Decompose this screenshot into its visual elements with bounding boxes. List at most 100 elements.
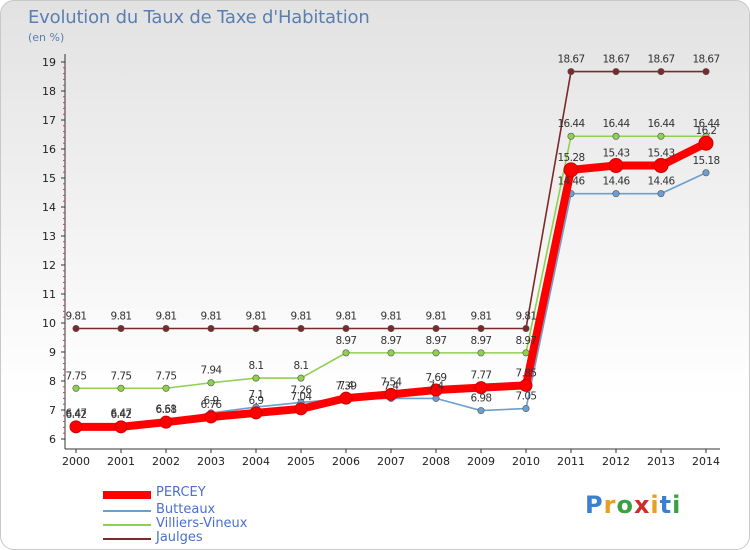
data-point-villiers-vineux — [117, 384, 125, 392]
data-point-villiers-vineux — [387, 349, 395, 357]
x-tick-label: 2003 — [197, 455, 225, 468]
data-point-percey — [294, 402, 308, 416]
data-label-butteaux: 7.39 — [336, 381, 357, 393]
data-label-percey: 6.58 — [156, 404, 177, 416]
data-point-jaulges — [72, 325, 80, 333]
data-label-jaulges: 9.81 — [111, 311, 132, 323]
x-tick-label: 2014 — [692, 455, 720, 468]
y-tick-label: 17 — [42, 114, 56, 127]
data-label-villiers-vineux: 8.97 — [516, 335, 537, 347]
data-label-percey: 6.76 — [201, 399, 223, 411]
data-point-villiers-vineux — [72, 384, 80, 392]
data-label-butteaux: 7.26 — [291, 384, 313, 396]
data-label-jaulges: 9.81 — [66, 311, 87, 323]
data-label-butteaux: 6.47 — [66, 407, 87, 419]
y-tick-label: 10 — [42, 317, 56, 330]
chart-title: Evolution du Taux de Taxe d'Habitation — [28, 7, 370, 28]
data-label-jaulges: 9.81 — [291, 311, 312, 323]
data-point-jaulges — [342, 325, 350, 333]
legend-label-villiers-vineux: Villiers-Vineux — [156, 516, 248, 531]
x-tick-label: 2009 — [467, 455, 495, 468]
data-point-jaulges — [207, 325, 215, 333]
data-point-butteaux — [477, 407, 485, 415]
data-point-jaulges — [432, 325, 440, 333]
x-tick-label: 2010 — [512, 455, 540, 468]
y-tick-label: 19 — [42, 56, 56, 69]
data-label-jaulges: 18.67 — [557, 54, 584, 66]
data-point-percey — [698, 135, 714, 151]
data-point-jaulges — [522, 325, 530, 333]
data-point-percey — [204, 410, 218, 424]
data-label-butteaux: 6.61 — [156, 403, 177, 415]
data-label-jaulges: 9.81 — [426, 311, 447, 323]
y-tick-label: 15 — [42, 172, 56, 185]
data-label-villiers-vineux: 7.75 — [66, 370, 87, 382]
data-point-villiers-vineux — [297, 374, 305, 382]
legend-label-butteaux: Butteaux — [156, 502, 216, 517]
data-label-percey: 7.04 — [291, 391, 313, 403]
data-label-jaulges: 18.67 — [692, 54, 719, 66]
data-label-percey: 15.28 — [557, 152, 584, 164]
data-label-percey: 7.69 — [426, 372, 447, 384]
data-point-villiers-vineux — [432, 349, 440, 357]
data-label-jaulges: 9.81 — [246, 311, 267, 323]
x-tick-label: 2011 — [557, 455, 585, 468]
data-point-jaulges — [477, 325, 485, 333]
y-tick-label: 9 — [49, 346, 56, 359]
x-tick-label: 2012 — [602, 455, 630, 468]
data-label-villiers-vineux: 8.1 — [294, 360, 309, 372]
data-label-percey: 7.77 — [471, 370, 492, 382]
y-tick-label: 8 — [49, 375, 56, 388]
data-label-jaulges: 18.67 — [602, 54, 629, 66]
data-point-percey — [429, 383, 443, 397]
x-tick-label: 2007 — [377, 455, 405, 468]
y-tick-label: 16 — [42, 143, 56, 156]
series-line-jaulges — [76, 70, 706, 330]
data-point-percey — [384, 387, 398, 401]
y-tick-label: 11 — [42, 288, 56, 301]
data-point-jaulges — [252, 325, 260, 333]
data-label-butteaux: 6.98 — [471, 393, 492, 405]
x-tick-label: 2008 — [422, 455, 450, 468]
x-tick-label: 2002 — [152, 455, 180, 468]
x-tick-label: 2013 — [647, 455, 675, 468]
data-point-villiers-vineux — [477, 349, 485, 357]
chart-subtitle: (en %) — [28, 31, 65, 44]
data-label-villiers-vineux: 16.44 — [647, 118, 675, 130]
data-label-jaulges: 9.81 — [156, 311, 177, 323]
data-label-villiers-vineux: 8.97 — [336, 335, 357, 347]
x-tick-label: 2006 — [332, 455, 360, 468]
data-point-percey — [474, 381, 488, 395]
legend-swatch-percey — [103, 491, 151, 499]
data-point-percey — [653, 158, 669, 174]
data-label-butteaux: 7.05 — [516, 391, 537, 403]
data-label-percey: 6.9 — [249, 395, 264, 407]
data-label-percey: 6.42 — [66, 409, 87, 421]
data-point-butteaux — [702, 169, 710, 177]
legend-label-jaulges: Jaulges — [156, 530, 203, 545]
data-label-butteaux: 7.1 — [249, 389, 264, 401]
data-point-butteaux — [522, 405, 530, 413]
data-point-jaulges — [567, 68, 575, 76]
data-label-percey: 7.85 — [516, 367, 537, 379]
data-label-villiers-vineux: 16.44 — [692, 118, 720, 130]
data-point-butteaux — [612, 190, 620, 198]
data-label-percey: 15.43 — [647, 148, 674, 160]
legend-swatch-villiers-vineux — [103, 524, 151, 526]
x-tick-label: 2005 — [287, 455, 315, 468]
data-label-villiers-vineux: 16.44 — [602, 118, 630, 130]
data-label-jaulges: 18.67 — [647, 54, 674, 66]
data-label-percey: 16.2 — [696, 125, 717, 137]
data-label-villiers-vineux: 8.97 — [471, 335, 492, 347]
data-point-villiers-vineux — [612, 132, 620, 140]
data-label-butteaux: 14.46 — [647, 176, 675, 188]
data-point-villiers-vineux — [567, 132, 575, 140]
data-point-jaulges — [297, 325, 305, 333]
data-label-villiers-vineux: 8.97 — [426, 335, 447, 347]
x-tick-label: 2000 — [62, 455, 90, 468]
data-label-butteaux: 14.46 — [557, 176, 585, 188]
data-point-percey — [249, 406, 263, 420]
data-label-butteaux: 7.4 — [429, 380, 445, 392]
